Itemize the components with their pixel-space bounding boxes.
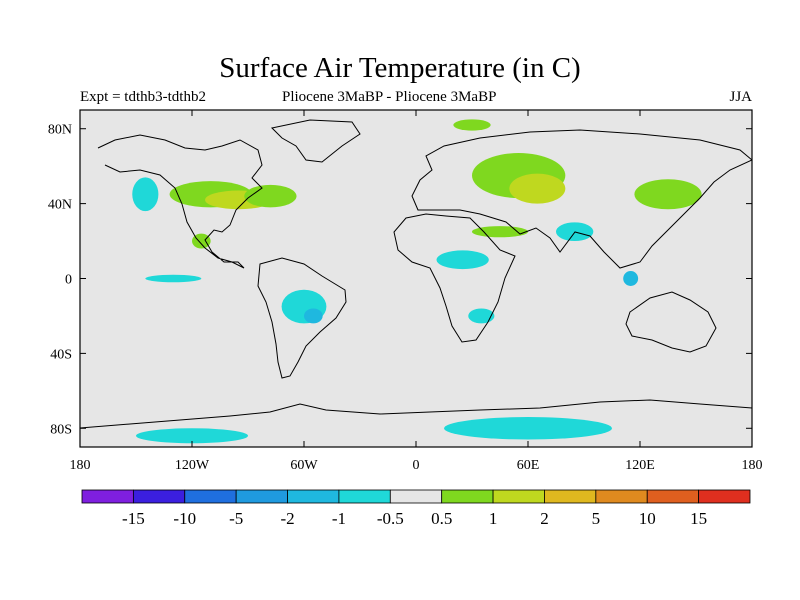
- colorbar-label: -15: [122, 509, 145, 528]
- anomaly-region: [634, 179, 702, 210]
- colorbar-swatch: [544, 489, 597, 504]
- period-label: Pliocene 3MaBP - Pliocene 3MaBP: [282, 89, 497, 105]
- anomaly-region: [444, 417, 612, 440]
- coast-north-america: [97, 134, 263, 269]
- anomaly-regions: [132, 119, 702, 444]
- colorbar-swatch: [595, 489, 648, 504]
- anomaly-region: [623, 271, 639, 286]
- anomaly-region: [132, 177, 159, 212]
- coast-antarctica: [80, 399, 752, 429]
- experiment-label: Expt = tdthb3-tdthb2: [80, 89, 206, 105]
- coast-greenland: [270, 119, 361, 163]
- colorbar-swatch: [338, 489, 391, 504]
- season-label: JJA: [729, 89, 752, 105]
- x-tick-label: 120E: [625, 458, 655, 473]
- colorbar-label: -2: [280, 509, 294, 528]
- page-title: Surface Air Temperature (in C): [219, 52, 581, 84]
- y-tick-label: 80N: [48, 123, 72, 138]
- x-tick-label: 60W: [290, 458, 318, 473]
- anomaly-region: [192, 233, 211, 249]
- coast-africa: [393, 213, 516, 343]
- colorbar-label: 1: [489, 509, 498, 528]
- colorbar-label: 5: [592, 509, 601, 528]
- colorbar-label: 2: [540, 509, 549, 528]
- colorbar-label: -5: [229, 509, 243, 528]
- anomaly-region: [436, 250, 489, 270]
- colorbar-swatch: [646, 489, 700, 504]
- colorbar-swatch: [132, 489, 186, 504]
- colorbar-swatch: [389, 489, 443, 504]
- x-tick-label: 60E: [517, 458, 540, 473]
- coast-australia: [625, 291, 717, 353]
- y-tick-label: 40N: [48, 198, 72, 213]
- anomaly-region: [145, 274, 202, 283]
- anomaly-region: [304, 308, 323, 324]
- colorbar-swatch: [698, 489, 751, 504]
- coast-europe-asia: [411, 129, 752, 269]
- y-axis: 80N 40N 0 40S 80S: [48, 123, 752, 437]
- x-tick-label: 120W: [175, 458, 210, 473]
- x-tick-label: 0: [413, 458, 420, 473]
- anomaly-region: [468, 308, 495, 324]
- colorbar-label: 0.5: [431, 509, 452, 528]
- x-tick-label: 180: [742, 458, 763, 473]
- colorbar-swatch: [441, 489, 494, 504]
- x-tick-label: 180: [70, 458, 91, 473]
- colorbar-swatch: [287, 489, 340, 504]
- y-tick-label: 0: [65, 273, 72, 288]
- anomaly-region: [136, 428, 248, 444]
- colorbar-label: 10: [639, 509, 656, 528]
- x-axis: 180 120W 60W 0 60E 120E 180: [70, 110, 763, 473]
- colorbar-label: -1: [332, 509, 346, 528]
- colorbar-label: 15: [690, 509, 707, 528]
- colorbar: -15 -10 -5 -2 -1 -0.5 0.5 1 2 5 10 15: [81, 489, 751, 528]
- colorbar-swatch: [81, 489, 134, 504]
- y-tick-label: 40S: [50, 347, 72, 362]
- colorbar-swatch: [235, 489, 288, 504]
- coastline-layer: [80, 119, 752, 429]
- colorbar-label: -0.5: [377, 509, 404, 528]
- colorbar-swatch: [492, 489, 545, 504]
- colorbar-swatch: [184, 489, 237, 504]
- colorbar-label: -10: [173, 509, 196, 528]
- anomaly-region: [453, 119, 491, 131]
- coast-south-america: [257, 257, 347, 379]
- anomaly-region: [244, 184, 297, 208]
- y-tick-label: 80S: [50, 422, 72, 437]
- anomaly-region: [509, 173, 566, 204]
